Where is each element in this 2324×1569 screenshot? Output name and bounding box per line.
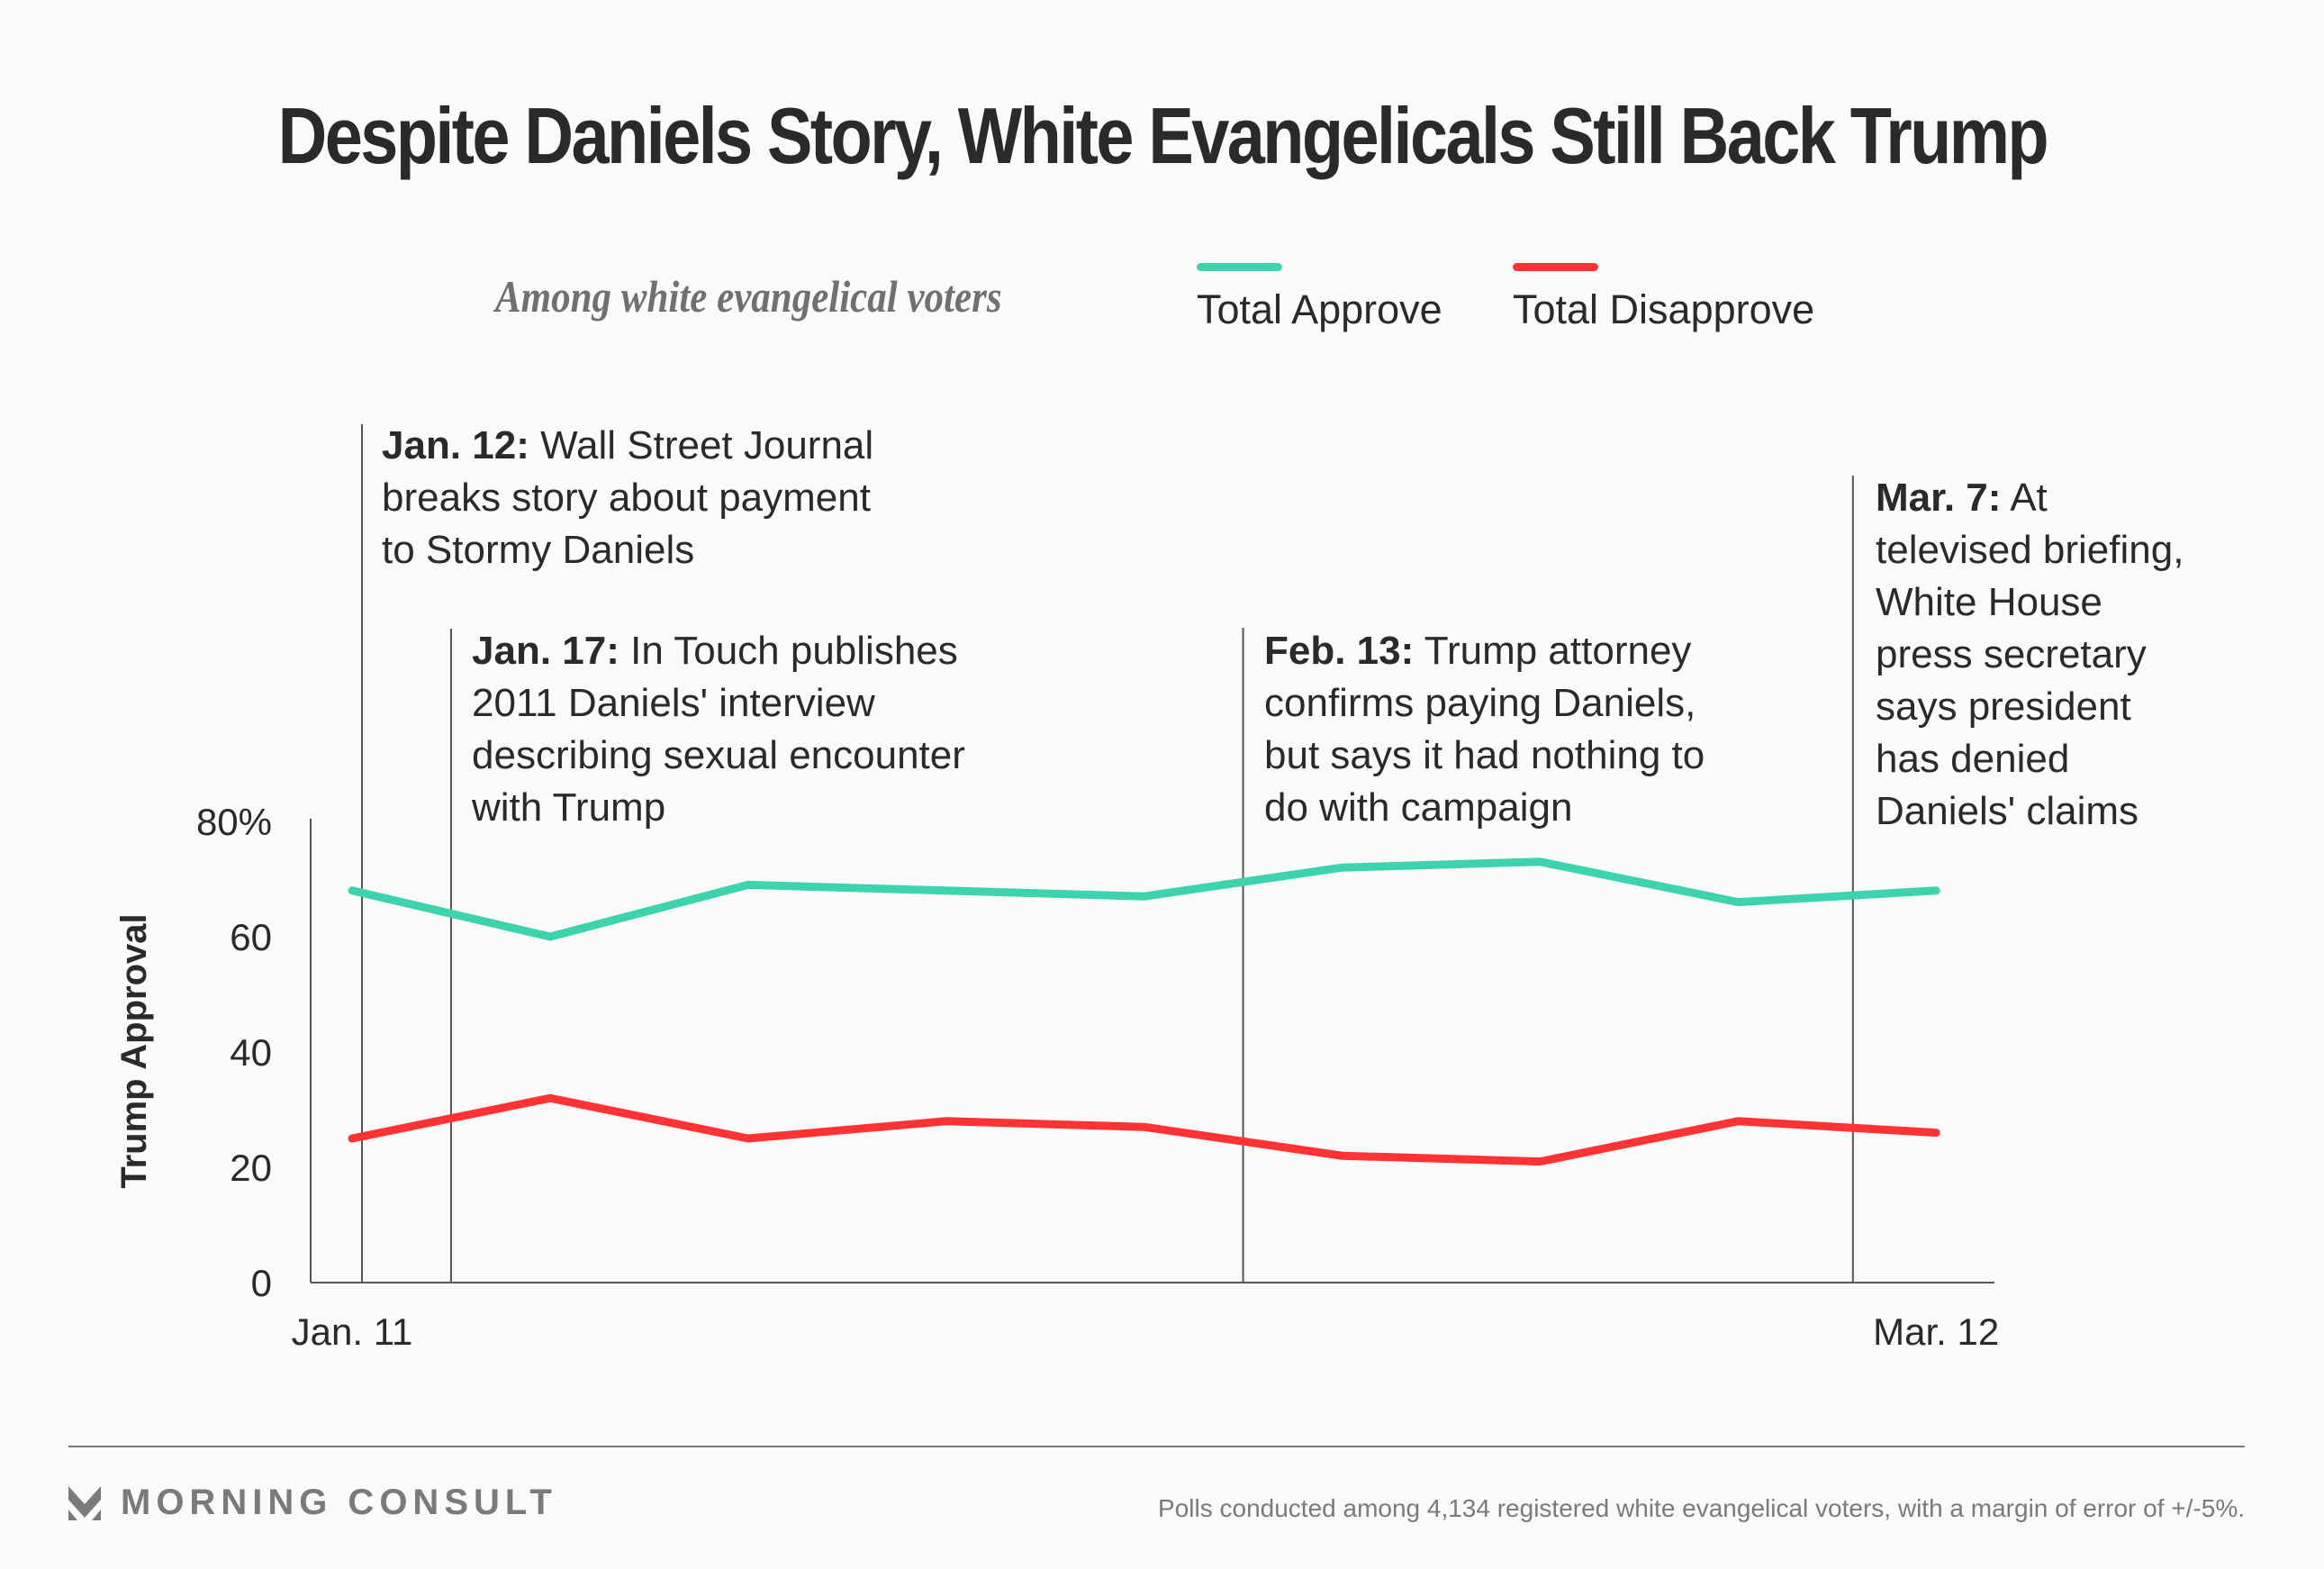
y-tick-labels: 0 20 40 60 80% bbox=[196, 801, 272, 1304]
annotation-line: do with campaign bbox=[1264, 785, 1573, 830]
legend-label-disapprove: Total Disapprove bbox=[1513, 286, 1815, 332]
y-tick-label: 40 bbox=[230, 1031, 272, 1074]
series-lines bbox=[348, 857, 1940, 1166]
series-line-approve bbox=[348, 857, 1940, 941]
annotation-line: with Trump bbox=[472, 785, 666, 830]
annotation-line: but says it had nothing to bbox=[1264, 733, 1705, 777]
annotation-line: press secretary bbox=[1876, 632, 2147, 676]
y-tick-label: 20 bbox=[230, 1147, 272, 1189]
annotation-text: In Touch publishes bbox=[619, 629, 958, 673]
x-tick-labels: Jan. 11 Mar. 12 bbox=[292, 1311, 2000, 1353]
annotation-line: breaks story about payment bbox=[382, 476, 871, 520]
brand-name: MORNING CONSULT bbox=[121, 1483, 557, 1522]
y-axis-label: Trump Approval bbox=[114, 913, 154, 1188]
annotation-text: Trump attorney bbox=[1414, 629, 1692, 673]
annotation-line: televised briefing, bbox=[1876, 528, 2184, 572]
annotation-line: White House bbox=[1876, 580, 2102, 624]
series-line-disapprove bbox=[348, 1093, 1940, 1166]
legend-swatch-disapprove bbox=[1513, 263, 1598, 271]
annotation-date: Jan. 17: bbox=[472, 629, 619, 673]
annotation-line: describing sexual encounter bbox=[472, 733, 965, 777]
y-tick-label: 80% bbox=[196, 801, 272, 843]
annotation-line: Daniels' claims bbox=[1876, 789, 2139, 833]
annotation-line: to Stormy Daniels bbox=[382, 528, 695, 572]
annotation-text: At bbox=[2001, 476, 2048, 520]
annotation-line: says president bbox=[1876, 685, 2131, 729]
legend-swatch-approve bbox=[1197, 263, 1282, 271]
annotation-line: 2011 Daniels' interview bbox=[472, 681, 875, 725]
chart-title: Despite Daniels Story, White Evangelical… bbox=[277, 91, 2049, 180]
y-tick-label: 0 bbox=[251, 1262, 272, 1304]
footer-divider bbox=[68, 1446, 2245, 1447]
annotation-mar-7: Mar. 7: At televised briefing, White Hou… bbox=[1876, 472, 2299, 838]
annotation-date: Feb. 13: bbox=[1264, 629, 1415, 673]
annotation-jan-12: Jan. 12: Wall Street Journal breaks stor… bbox=[382, 420, 940, 576]
morning-consult-logo-icon bbox=[68, 1486, 101, 1520]
legend-label-approve: Total Approve bbox=[1197, 286, 1442, 332]
annotation-date: Mar. 7: bbox=[1876, 476, 2002, 520]
annotation-line: confirms paying Daniels, bbox=[1264, 681, 1696, 725]
annotation-jan-17: Jan. 17: In Touch publishes 2011 Daniels… bbox=[472, 625, 1048, 834]
footnote: Polls conducted among 4,134 registered w… bbox=[1158, 1494, 2245, 1522]
annotation-text: Wall Street Journal bbox=[529, 423, 874, 467]
y-tick-label: 60 bbox=[230, 916, 272, 958]
x-tick-label: Jan. 11 bbox=[292, 1311, 413, 1353]
annotation-feb-13: Feb. 13: Trump attorney confirms paying … bbox=[1264, 625, 1768, 834]
x-tick-label: Mar. 12 bbox=[1873, 1311, 1999, 1353]
chart-subtitle: Among white evangelical voters bbox=[495, 271, 1002, 322]
annotation-line: has denied bbox=[1876, 737, 2070, 781]
annotation-date: Jan. 12: bbox=[382, 423, 529, 467]
